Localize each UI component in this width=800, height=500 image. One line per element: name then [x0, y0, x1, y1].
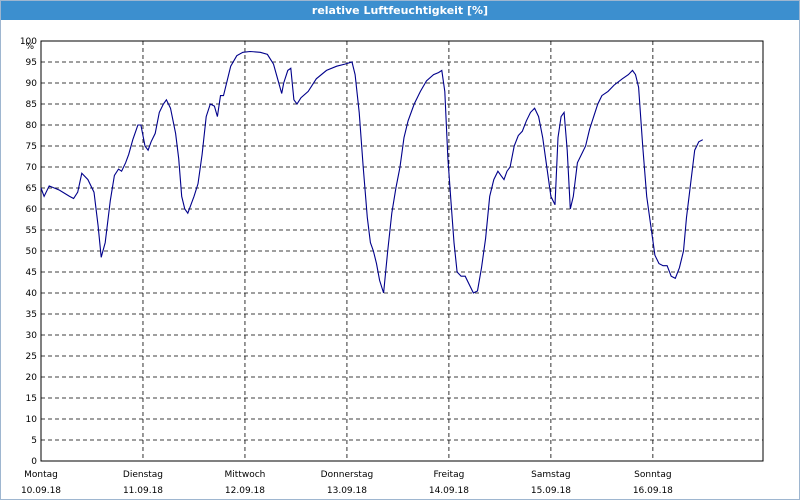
y-axis-unit-label: %	[25, 42, 34, 52]
x-date-label: 15.09.18	[531, 486, 571, 496]
y-tick-label: 5	[31, 436, 37, 446]
x-date-label: 16.09.18	[633, 486, 673, 496]
x-day-label: Sonntag	[634, 470, 671, 480]
y-tick-label: 70	[26, 163, 38, 173]
y-tick-label: 55	[26, 226, 37, 236]
y-tick-label: 80	[26, 121, 38, 131]
y-tick-label: 30	[26, 331, 38, 341]
x-date-label: 14.09.18	[429, 486, 469, 496]
y-tick-label: 100	[20, 37, 37, 47]
y-tick-label: 10	[26, 415, 38, 425]
y-tick-label: 85	[26, 100, 37, 110]
y-tick-label: 25	[26, 352, 37, 362]
x-date-label: 12.09.18	[225, 486, 265, 496]
y-tick-label: 35	[26, 310, 37, 320]
y-tick-label: 75	[26, 142, 37, 152]
x-date-label: 10.09.18	[21, 486, 61, 496]
x-day-label: Dienstag	[123, 470, 163, 480]
y-tick-label: 60	[26, 205, 38, 215]
y-axis-labels: 0 5 10 15 20 25 30 35 40 45 50 55 60 65 70 75 80 85 90 95 10…	[20, 37, 37, 467]
y-tick-label: 40	[26, 289, 38, 299]
window-title: relative Luftfeuchtigkeit [%]	[1, 1, 799, 20]
x-day-label: Freitag	[433, 470, 464, 480]
y-tick-label: 20	[26, 373, 38, 383]
y-tick-label: 95	[26, 58, 37, 68]
y-tick-label: 50	[26, 247, 38, 257]
y-tick-label: 90	[26, 79, 38, 89]
x-day-label: Mittwoch	[225, 470, 266, 480]
y-tick-label: 15	[26, 394, 37, 404]
grid-lines	[41, 41, 763, 461]
x-day-label: Donnerstag	[321, 470, 374, 480]
humidity-series-line	[40, 50, 704, 294]
x-axis-labels: Montag 10.09.18 Dienstag 11.09.18 Mittwoch 12…	[21, 470, 673, 496]
x-date-label: 11.09.18	[123, 486, 163, 496]
x-day-label: Samstag	[531, 470, 570, 480]
x-day-label: Montag	[24, 470, 58, 480]
y-tick-label: 45	[26, 268, 37, 278]
y-tick-label: 0	[31, 457, 37, 467]
x-date-label: 13.09.18	[327, 486, 367, 496]
y-tick-label: 65	[26, 184, 37, 194]
